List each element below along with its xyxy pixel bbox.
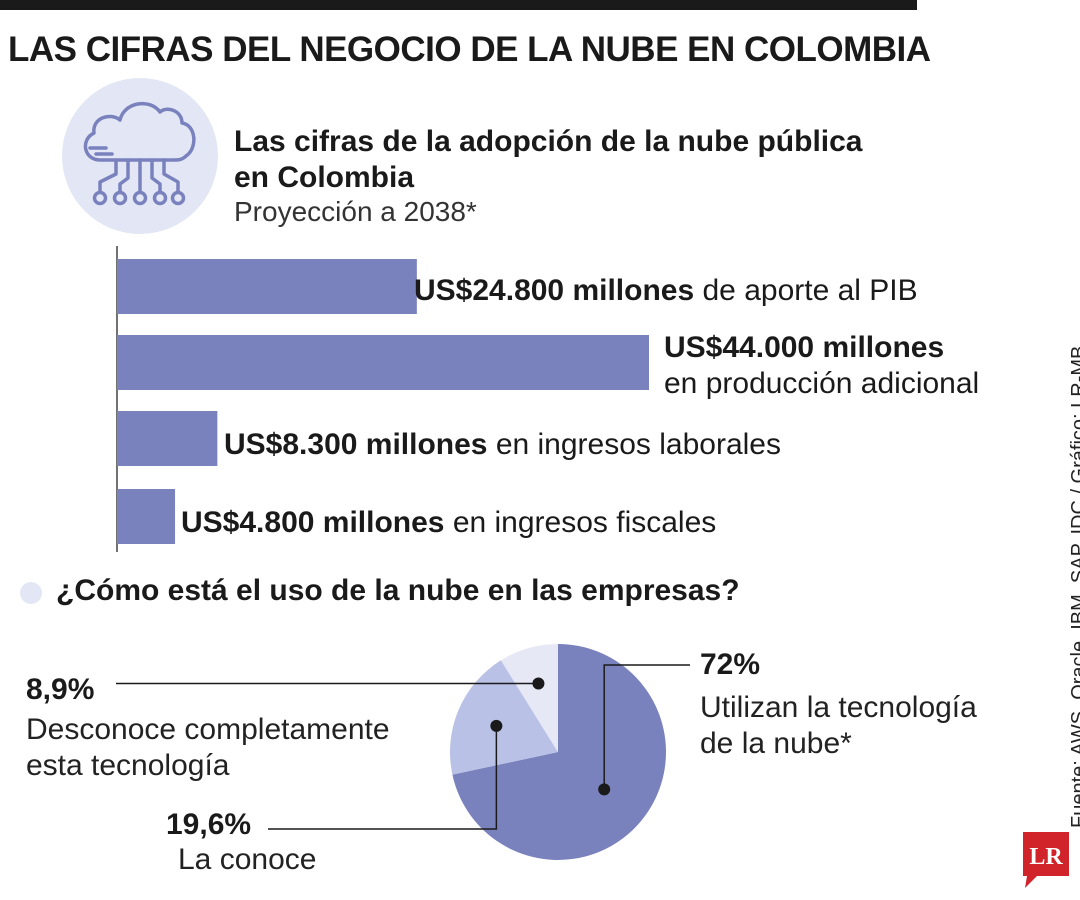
lr-logo-shape bbox=[1023, 832, 1069, 888]
section1-title-line1: Las cifras de la adopción de la nube púb… bbox=[234, 125, 863, 158]
pie-desc-desconoce-line1: Desconoce completamente bbox=[26, 713, 390, 746]
bar-value-fiscales: US$4.800 millones bbox=[181, 506, 445, 539]
bar-1 bbox=[117, 335, 649, 390]
bar-label-pib: US$24.800 millones de aporte al PIB bbox=[414, 273, 918, 309]
section2-title: ¿Cómo está el uso de la nube en las empr… bbox=[56, 574, 740, 607]
section1-title-line2: en Colombia bbox=[234, 161, 415, 194]
bar-category-fiscales: en ingresos fiscales bbox=[452, 506, 717, 539]
bar-category-laborales: en ingresos laborales bbox=[495, 428, 781, 461]
bar-value-pib: US$24.800 millones bbox=[414, 274, 695, 307]
pie-slice-conoce bbox=[450, 660, 558, 775]
pie-label-value-conoce: 19,6% bbox=[166, 808, 252, 841]
pie-dot-desconoce bbox=[532, 677, 545, 690]
section1-title: Las cifras de la adopción de la nube púb… bbox=[234, 124, 863, 196]
bar-3 bbox=[117, 489, 176, 544]
section1-subtitle: Proyección a 2038* bbox=[234, 196, 477, 227]
bar-label-laborales: US$8.300 millones en ingresos laborales bbox=[224, 427, 781, 463]
pie-label-value-utilizan: 72% bbox=[700, 648, 761, 681]
pie-label-desc-desconoce: Desconoce completamente esta tecnología bbox=[26, 712, 390, 784]
pie-dot-conoce bbox=[490, 719, 503, 732]
source-credit: Fuente: AWS, Oracle, IBM, SAP, IDC / Grá… bbox=[1068, 345, 1080, 828]
section2-bullet bbox=[20, 582, 42, 604]
pie-label-value-desconoce: 8,9% bbox=[26, 673, 95, 706]
pie-desc-utilizan-line1: Utilizan la tecnología bbox=[700, 691, 977, 724]
bar-value-laborales: US$8.300 millones bbox=[224, 428, 488, 461]
bar-2 bbox=[117, 411, 218, 466]
bar-label-produccion: US$44.000 millones en producción adicion… bbox=[664, 330, 979, 402]
bar-category-produccion: en producción adicional bbox=[664, 367, 980, 400]
bar-value-produccion: US$44.000 millones bbox=[664, 331, 945, 364]
pie-desc-desconoce-line2: esta tecnología bbox=[26, 749, 230, 782]
pie-desc-utilizan-line2: de la nube* bbox=[700, 727, 852, 760]
pie-label-desc-utilizan: Utilizan la tecnología de la nube* bbox=[700, 690, 977, 762]
page-title: LAS CIFRAS DEL NEGOCIO DE LA NUBE EN COL… bbox=[8, 30, 931, 69]
pie-slice-utilizan bbox=[452, 644, 666, 860]
bar-0 bbox=[117, 259, 417, 314]
pie-leader-conoce bbox=[268, 725, 498, 830]
pie-chart bbox=[116, 644, 690, 860]
pie-leader-utilizan bbox=[603, 664, 690, 790]
bar-category-pib: de aporte al PIB bbox=[702, 274, 918, 307]
lr-logo: LR bbox=[1023, 832, 1069, 888]
top-rule bbox=[0, 0, 917, 10]
pie-dot-utilizan bbox=[598, 783, 611, 796]
pie-label-desc-conoce: La conoce bbox=[178, 843, 317, 876]
pie-slice-desconoce bbox=[500, 644, 558, 752]
lr-logo-text: LR bbox=[1029, 844, 1063, 870]
cloud-badge bbox=[62, 78, 218, 234]
cloud-circuit-icon bbox=[83, 101, 196, 206]
bar-label-fiscales: US$4.800 millones en ingresos fiscales bbox=[181, 505, 716, 541]
